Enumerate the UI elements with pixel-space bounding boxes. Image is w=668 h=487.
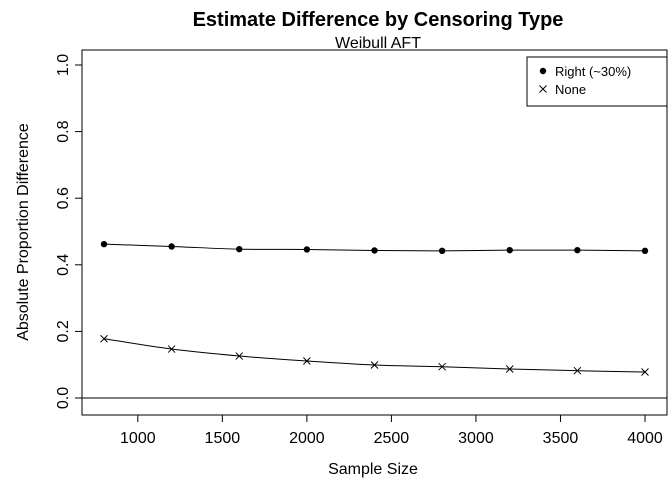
chart-subtitle: Weibull AFT — [335, 35, 421, 52]
data-point — [168, 243, 175, 250]
y-tick-label: 0.4 — [55, 254, 72, 276]
data-point — [100, 240, 108, 248]
x-tick-label: 1500 — [205, 430, 241, 447]
x-tick-label: 1000 — [120, 430, 156, 447]
legend-box — [526, 56, 668, 107]
x-tick-label: 3500 — [543, 430, 579, 447]
data-point — [641, 368, 649, 376]
x-axis-title: Sample Size — [328, 461, 418, 478]
y-tick-label: 1.0 — [55, 54, 72, 76]
legend: Right (~30%) None — [526, 56, 668, 107]
y-axis-title: Absolute Proportion Difference — [15, 123, 32, 341]
data-point — [236, 245, 243, 253]
data-point — [574, 246, 581, 254]
data-point — [641, 247, 649, 255]
y-axis: 0.0 0.2 0.4 0.6 0.8 1.0 — [55, 54, 83, 409]
y-tick-label: 0.2 — [55, 320, 72, 342]
series-layer — [100, 240, 649, 376]
data-point — [370, 361, 379, 369]
y-tick-label: 0.6 — [55, 187, 72, 209]
data-point — [167, 345, 176, 353]
data-point — [505, 365, 514, 373]
data-point — [235, 352, 244, 360]
data-point — [438, 247, 446, 255]
data-point — [100, 334, 108, 343]
chart-title: Estimate Difference by Censoring Type — [193, 9, 564, 31]
series-1 — [100, 334, 649, 376]
legend-label-right: Right (~30%) — [555, 64, 631, 79]
x-tick-label: 2500 — [374, 430, 410, 447]
legend-marker-right — [539, 67, 547, 75]
x-axis: 1000 1500 2000 2500 3000 3500 4000 — [120, 414, 663, 447]
x-tick-label: 4000 — [627, 430, 663, 447]
legend-label-none: None — [555, 82, 586, 97]
y-tick-label: 0.0 — [55, 387, 72, 409]
x-tick-label: 3000 — [458, 430, 494, 447]
data-point — [303, 357, 311, 365]
data-point — [303, 246, 311, 253]
data-point — [506, 246, 513, 254]
y-tick-label: 0.8 — [55, 120, 72, 142]
series-0 — [100, 240, 649, 255]
series-line — [103, 338, 646, 373]
data-point — [438, 362, 446, 371]
data-point — [573, 366, 582, 375]
data-point — [371, 247, 378, 254]
x-tick-label: 2000 — [289, 430, 325, 447]
legend-marker-none — [539, 85, 547, 93]
